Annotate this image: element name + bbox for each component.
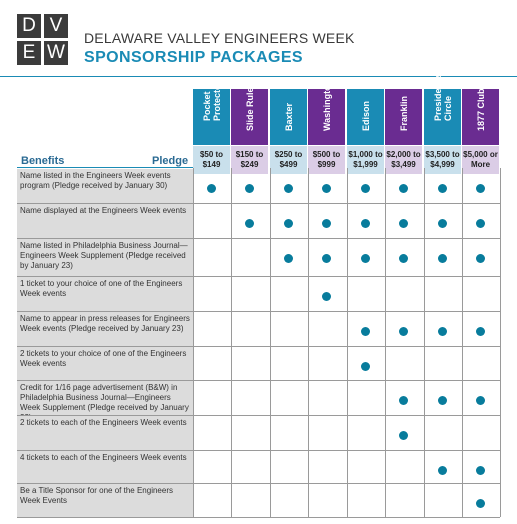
row-divider	[17, 380, 500, 381]
included-dot	[361, 219, 370, 228]
package-header: Edison	[347, 89, 384, 145]
column-divider	[500, 168, 501, 517]
included-dot	[399, 219, 408, 228]
package-price: $2,000 to $3,499	[385, 146, 422, 174]
row-divider	[17, 346, 500, 347]
included-dot	[476, 327, 485, 336]
included-dot	[322, 254, 331, 263]
package-name: President's Circle	[433, 73, 453, 121]
benefit-text: Name listed in Philadelphia Business Jou…	[20, 241, 192, 271]
included-dot	[322, 219, 331, 228]
column-divider	[270, 168, 271, 517]
benefit-text: 2 tickets to each of the Engineers Week …	[20, 418, 192, 428]
package-header: Franklin	[385, 89, 422, 145]
row-divider	[17, 311, 500, 312]
included-dot	[322, 292, 331, 301]
package-price: $5,000 or More	[462, 146, 499, 174]
benefit-text: Name to appear in press releases for Eng…	[20, 314, 192, 334]
included-dot	[476, 184, 485, 193]
column-divider	[231, 168, 232, 517]
included-dot	[245, 219, 254, 228]
dvew-logo: D V E W	[17, 14, 69, 66]
logo-letter: E	[17, 41, 41, 65]
included-dot	[284, 184, 293, 193]
row-divider	[17, 415, 500, 416]
pledge-row-label: Pledge	[152, 155, 188, 167]
included-dot	[284, 254, 293, 263]
included-dot	[476, 219, 485, 228]
included-dot	[245, 184, 254, 193]
package-name: Baxter	[284, 103, 294, 131]
included-dot	[399, 396, 408, 405]
benefit-text: 1 ticket to your choice of one of the En…	[20, 279, 192, 299]
package-price: $150 to $249	[231, 146, 268, 174]
included-dot	[399, 254, 408, 263]
row-divider	[17, 517, 500, 518]
included-dot	[438, 466, 447, 475]
package-name: Franklin	[399, 96, 409, 131]
column-divider	[347, 168, 348, 517]
row-divider	[17, 483, 500, 484]
package-header: President's Circle	[424, 89, 461, 145]
package-header: 1877 Club	[462, 89, 499, 145]
included-dot	[476, 499, 485, 508]
included-dot	[476, 254, 485, 263]
row-divider	[17, 450, 500, 451]
logo-letter: V	[44, 14, 68, 38]
included-dot	[399, 431, 408, 440]
package-price: $3,500 to $4,999	[424, 146, 461, 174]
package-name: Edison	[361, 101, 371, 131]
included-dot	[399, 327, 408, 336]
included-dot	[284, 219, 293, 228]
column-divider	[462, 168, 463, 517]
included-dot	[361, 254, 370, 263]
column-divider	[193, 168, 194, 517]
included-dot	[361, 327, 370, 336]
benefits-column-label: Benefits	[21, 155, 64, 167]
benefits-header-rule	[17, 167, 193, 168]
logo-letter: D	[17, 14, 41, 38]
benefit-text: 4 tickets to each of the Engineers Week …	[20, 453, 192, 463]
package-price: $50 to $149	[193, 146, 230, 174]
row-divider	[17, 238, 500, 239]
package-price: $1,000 to $1,999	[347, 146, 384, 174]
benefit-text: 2 tickets to your choice of one of the E…	[20, 349, 192, 369]
included-dot	[476, 396, 485, 405]
included-dot	[399, 184, 408, 193]
package-name: Washington	[322, 80, 332, 131]
included-dot	[322, 184, 331, 193]
page-title: DELAWARE VALLEY ENGINEERS WEEK	[84, 30, 355, 46]
benefit-text: Name displayed at the Engineers Week eve…	[20, 206, 192, 216]
column-divider	[424, 168, 425, 517]
included-dot	[438, 396, 447, 405]
package-price: $500 to $999	[308, 146, 345, 174]
column-divider	[385, 168, 386, 517]
benefit-text: Name listed in the Engineers Week events…	[20, 171, 192, 191]
package-name: 1877 Club	[476, 88, 486, 131]
included-dot	[361, 362, 370, 371]
included-dot	[438, 254, 447, 263]
included-dot	[476, 466, 485, 475]
benefit-text: Be a Title Sponsor for one of the Engine…	[20, 486, 192, 506]
row-divider	[17, 203, 500, 204]
package-header: Slide Rule	[231, 89, 268, 145]
logo-letter: W	[44, 41, 68, 65]
page-subtitle: SPONSORSHIP PACKAGES	[84, 49, 303, 67]
included-dot	[361, 184, 370, 193]
included-dot	[207, 184, 216, 193]
included-dot	[438, 219, 447, 228]
package-header: Pocket Protector	[193, 89, 230, 145]
package-name: Pocket Protector	[202, 73, 222, 121]
row-divider	[17, 276, 500, 277]
package-header: Washington	[308, 89, 345, 145]
package-header: Baxter	[270, 89, 307, 145]
package-name: Slide Rule	[245, 87, 255, 131]
included-dot	[438, 184, 447, 193]
column-divider	[308, 168, 309, 517]
included-dot	[438, 327, 447, 336]
package-price: $250 to $499	[270, 146, 307, 174]
